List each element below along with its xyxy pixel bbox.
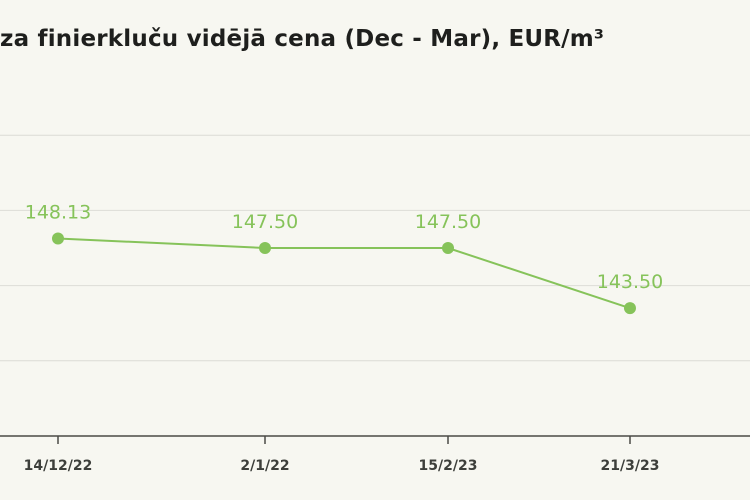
x-tick-label: 14/12/22 [24, 458, 93, 474]
data-point [259, 242, 271, 254]
data-label: 147.50 [415, 211, 481, 233]
data-point [624, 302, 636, 315]
chart-title: za finierkluču vidējā cena (Dec - Mar), … [0, 26, 605, 52]
data-point [442, 242, 454, 254]
data-points [52, 232, 636, 315]
data-label: 143.50 [597, 271, 663, 293]
x-tick-label: 15/2/23 [419, 458, 478, 474]
data-label: 147.50 [232, 211, 298, 233]
data-point [52, 232, 64, 245]
data-label: 148.13 [25, 202, 91, 224]
series-line [57, 237, 631, 310]
x-tick-label: 21/3/23 [601, 458, 660, 474]
data-labels: 148.13 147.50 147.50 143.50 [25, 202, 663, 294]
series-polyline [57, 237, 631, 310]
x-tick-label: 2/1/22 [240, 458, 289, 474]
grid-lines [0, 134, 750, 362]
x-axis-ticks: 14/12/22 2/1/22 15/2/23 21/3/23 [24, 436, 660, 474]
